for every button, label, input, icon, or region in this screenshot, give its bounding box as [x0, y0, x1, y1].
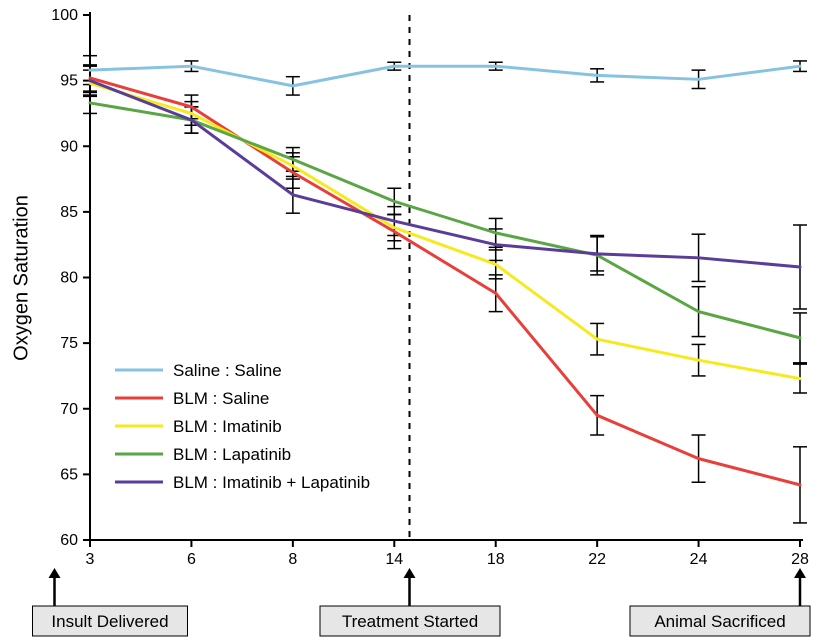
svg-text:14: 14: [385, 551, 403, 568]
svg-text:Treatment Started: Treatment Started: [342, 612, 478, 631]
svg-text:6: 6: [187, 551, 196, 568]
svg-text:28: 28: [791, 551, 809, 568]
svg-text:65: 65: [60, 466, 78, 483]
y-axis-label: Oxygen Saturation: [11, 195, 34, 361]
svg-text:BLM : Imatinib: BLM : Imatinib: [173, 417, 282, 436]
svg-text:90: 90: [60, 138, 78, 155]
svg-text:8: 8: [288, 551, 297, 568]
svg-text:BLM : Lapatinib: BLM : Lapatinib: [173, 445, 291, 464]
svg-text:70: 70: [60, 401, 78, 418]
oxygen-saturation-chart: 60 65 70 75 80 85 90 95 100 3 6 8 14 18 22 24 28 Saline :…: [0, 0, 826, 644]
svg-text:BLM : Saline: BLM : Saline: [173, 389, 269, 408]
svg-text:22: 22: [588, 551, 606, 568]
svg-text:100: 100: [51, 7, 78, 24]
svg-text:18: 18: [487, 551, 505, 568]
svg-text:Saline : Saline: Saline : Saline: [173, 361, 282, 380]
svg-text:95: 95: [60, 73, 78, 90]
svg-text:Insult Delivered: Insult Delivered: [51, 612, 168, 631]
svg-text:60: 60: [60, 532, 78, 549]
svg-text:24: 24: [690, 551, 708, 568]
svg-text:80: 80: [60, 270, 78, 287]
chart-svg: 60 65 70 75 80 85 90 95 100 3 6 8 14 18 22 24 28 Saline :…: [0, 0, 826, 644]
svg-text:85: 85: [60, 204, 78, 221]
svg-text:75: 75: [60, 335, 78, 352]
svg-text:Animal Sacrificed: Animal Sacrificed: [654, 612, 785, 631]
svg-text:BLM : Imatinib + Lapatinib: BLM : Imatinib + Lapatinib: [173, 473, 370, 492]
svg-text:3: 3: [86, 551, 95, 568]
